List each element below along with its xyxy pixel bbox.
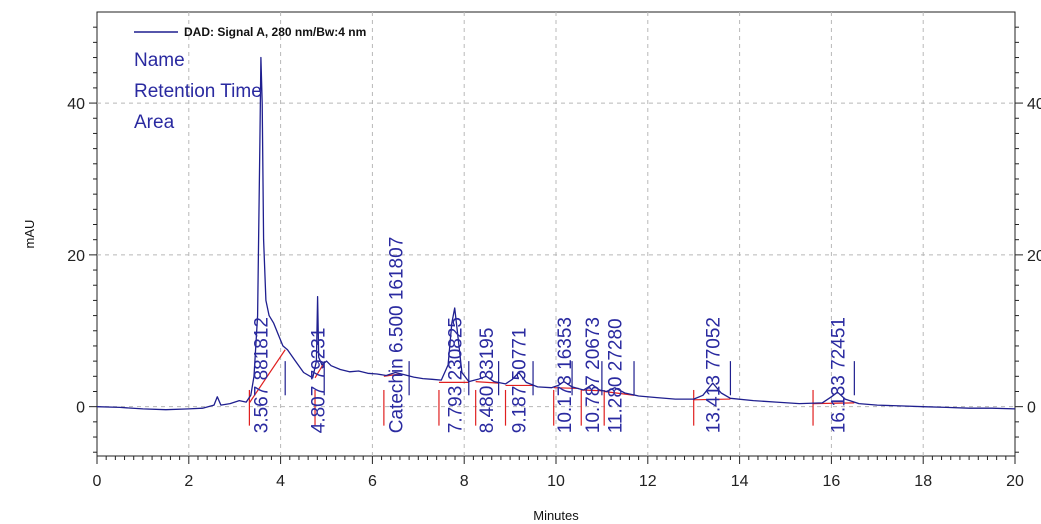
- x-tick-label: 14: [731, 473, 749, 490]
- baseline-segment: [693, 398, 731, 401]
- baseline-segment: [553, 387, 579, 390]
- peak-label: Catechin 6.500 161807: [386, 237, 407, 433]
- peak-label: 16.133 72451: [829, 317, 850, 433]
- y-right-tick-label: 20: [1027, 248, 1041, 265]
- signal-line: [96, 56, 1016, 411]
- peak-label: 4.807 79231: [309, 328, 330, 434]
- y-left-tick-label: 0: [76, 400, 85, 417]
- peak-label: 3.567 881812: [252, 317, 273, 433]
- y-left-tick-label: 40: [67, 96, 85, 113]
- x-tick-label: 8: [460, 473, 469, 490]
- peak-label: 11.280 27280: [606, 318, 627, 433]
- x-tick-label: 0: [93, 473, 102, 490]
- peak-label: 9.187 50771: [510, 328, 531, 434]
- axis-ticks: 0 2 4 6 8 10 12 14 16 18 20 0 0 20 20 40 40: [67, 26, 1041, 490]
- legend: DAD: Signal A, 280 nm/Bw:4 nm: [134, 25, 366, 39]
- peak-label: 7.793 230825: [446, 317, 467, 433]
- peak-labels: 3.567 881812 4.807 79231 Catechin 6.500 16…: [252, 237, 850, 433]
- baselines: [248, 349, 855, 426]
- x-tick-label: 20: [1006, 473, 1024, 490]
- baseline-segment: [248, 349, 286, 404]
- info-name: Name: [134, 50, 185, 71]
- peak-label: 10.173 16353: [555, 317, 576, 433]
- peak-label: 8.480 33195: [477, 328, 498, 434]
- x-tick-label: 16: [823, 473, 841, 490]
- info-retention-time: Retention Time: [134, 81, 262, 102]
- x-tick-label: 10: [547, 473, 565, 490]
- grid: [97, 12, 1015, 456]
- y-left-tick-label: 20: [67, 248, 85, 265]
- peak-label: 13.413 77052: [704, 317, 725, 433]
- baseline-segment: [604, 390, 635, 396]
- info-area: Area: [134, 112, 175, 133]
- baseline-segment: [314, 362, 325, 379]
- x-tick-label: 18: [914, 473, 932, 490]
- peak-label: 10.787 20673: [583, 317, 604, 433]
- x-axis-title: Minutes: [533, 508, 579, 523]
- y-axis-title: mAU: [22, 220, 37, 249]
- legend-label: DAD: Signal A, 280 nm/Bw:4 nm: [184, 25, 366, 39]
- x-tick-label: 6: [368, 473, 377, 490]
- info-block: Name Retention Time Area: [134, 50, 262, 133]
- x-tick-label: 2: [184, 473, 193, 490]
- baseline-segment: [581, 389, 602, 392]
- y-right-tick-label: 40: [1027, 96, 1041, 113]
- x-tick-label: 12: [639, 473, 657, 490]
- x-tick-label: 4: [276, 473, 285, 490]
- signal-trace: [96, 56, 1016, 411]
- y-right-tick-label: 0: [1027, 400, 1036, 417]
- baseline-segment: [475, 381, 499, 384]
